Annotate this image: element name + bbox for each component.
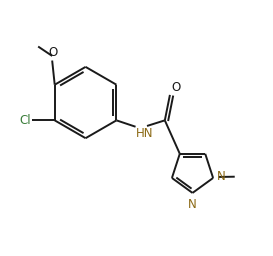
Text: N: N: [216, 170, 225, 183]
Text: N: N: [188, 198, 197, 210]
Text: HN: HN: [136, 127, 154, 141]
Text: O: O: [49, 46, 58, 59]
Text: Cl: Cl: [19, 114, 31, 127]
Text: O: O: [171, 81, 180, 94]
